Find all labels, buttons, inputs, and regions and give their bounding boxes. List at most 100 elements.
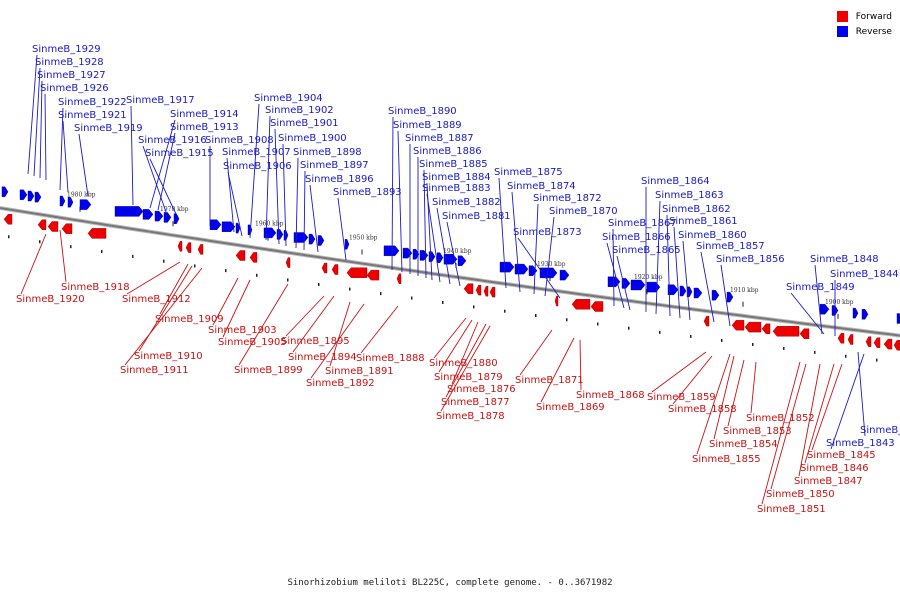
reverse-gene-arrow [711, 290, 720, 301]
reverse-gene-arrow [173, 213, 180, 224]
reverse-gene-arrow [209, 219, 222, 230]
feature-mark [132, 254, 134, 258]
reverse-gene-arrow [163, 212, 172, 223]
feature-mark [504, 309, 506, 313]
forward-gene-label: SinmeB_1858 [668, 404, 737, 415]
forward-gene-arrow [47, 221, 59, 232]
reverse-gene-label: SinmeB_1906 [223, 161, 292, 172]
reverse-gene-leader [142, 145, 167, 213]
feature-mark [380, 292, 382, 296]
forward-gene-arrow [837, 333, 845, 344]
reverse-gene-label: SinmeB_1902 [265, 105, 334, 116]
forward-gene-label: SinmeB_1854 [709, 439, 778, 450]
reverse-gene-arrow [861, 309, 869, 320]
reverse-gene-arrow [383, 245, 400, 257]
forward-gene-label: SinmeB_1852 [746, 413, 815, 424]
reverse-gene-arrow [559, 269, 570, 281]
reverse-gene-arrow [154, 210, 164, 222]
forward-gene-arrow [873, 337, 881, 348]
reverse-gene-label: SinmeB_1889 [393, 120, 462, 131]
forward-gene-arrow [731, 320, 745, 331]
reverse-gene-label: SinmeB_1893 [333, 187, 402, 198]
forward-gene-arrow [3, 214, 13, 225]
reverse-gene-arrow [142, 209, 154, 220]
reverse-gene-leader [511, 191, 521, 293]
reverse-gene-arrow [19, 189, 28, 201]
tick-label: 1900 kbp [825, 299, 854, 306]
reverse-gene-leader [720, 264, 731, 327]
forward-gene-arrow [87, 228, 107, 239]
reverse-gene-label: SinmeB_1872 [533, 193, 602, 204]
forward-gene-label: SinmeB_1851 [757, 504, 826, 515]
forward-gene-leader [804, 363, 835, 464]
feature-mark [411, 296, 413, 300]
forward-gene-arrow [185, 242, 192, 253]
reverse-gene-leader [814, 264, 823, 335]
reverse-gene-arrow [412, 249, 420, 260]
reverse-gene-arrow [514, 263, 529, 275]
forward-gene-label: SinmeB_1871 [515, 375, 584, 386]
forward-gene-label: SinmeB_1909 [155, 314, 224, 325]
reverse-gene-leader [446, 221, 461, 287]
forward-gene-arrow [761, 323, 771, 334]
forward-gene-arrow [475, 284, 482, 296]
forward-gene-leader [360, 305, 399, 354]
reverse-gene-leader [33, 67, 41, 177]
forward-gene-leader [329, 301, 351, 367]
forward-gene-leader [126, 261, 181, 295]
forward-gene-leader [222, 279, 251, 338]
reverse-gene-leader [426, 193, 441, 283]
reverse-gene-arrow [1, 186, 9, 198]
forward-gene-label: SinmeB_1868 [576, 390, 645, 401]
forward-gene-leader [310, 303, 365, 379]
forward-gene-leader [292, 295, 335, 353]
reverse-gene-leader [130, 105, 134, 206]
legend-swatch-forward [836, 11, 848, 22]
reverse-gene-label: SinmeB_1857 [696, 241, 765, 252]
reverse-gene-label: SinmeB_1927 [37, 70, 106, 81]
feature-mark [101, 250, 103, 254]
reverse-gene-label: SinmeB_1856 [716, 254, 785, 265]
forward-gene-leader [285, 295, 325, 337]
reverse-gene-arrow [276, 229, 284, 240]
feature-mark [287, 278, 289, 282]
forward-gene-leader [438, 319, 473, 373]
reverse-gene-arrow [693, 287, 703, 299]
reverse-gene-leader [274, 128, 280, 245]
reverse-gene-arrow [67, 196, 74, 208]
reverse-gene-leader [149, 119, 176, 209]
genome-caption: Sinorhizobium meliloti BL225C, complete … [287, 578, 613, 588]
reverse-gene-label: SinmeB_1898 [293, 147, 362, 158]
forward-gene-label: SinmeB_1877 [441, 397, 510, 408]
forward-gene-leader [579, 339, 582, 391]
forward-gene-leader [672, 355, 713, 405]
reverse-gene-arrow [263, 227, 277, 239]
legend-swatch-reverse [836, 26, 848, 37]
reverse-gene-label: SinmeB_1873 [513, 227, 582, 238]
reverse-gene-label: SinmeB_1900 [278, 133, 347, 144]
forward-gene-label: SinmeB_1903 [208, 325, 277, 336]
forward-gene-arrow [61, 223, 73, 234]
feature-mark [225, 269, 227, 273]
reverse-gene-arrow [419, 250, 429, 261]
reverse-gene-arrow [308, 233, 316, 245]
reverse-gene-arrow [317, 235, 325, 246]
reverse-gene-leader [303, 170, 306, 251]
reverse-gene-leader [309, 184, 319, 253]
reverse-gene-leader [62, 120, 69, 193]
reverse-gene-label: SinmeB_1887 [405, 133, 474, 144]
legend-item-forward: Forward [836, 9, 892, 24]
forward-gene-label: SinmeB_1869 [536, 402, 605, 413]
legend-label-reverse: Reverse [855, 26, 892, 37]
reverse-gene-leader [606, 242, 625, 309]
forward-gene-arrow [37, 219, 47, 230]
legend-item-reverse: Reverse [836, 24, 892, 39]
tick-label: 1950 kbp [349, 234, 378, 241]
reverse-gene-leader [265, 115, 271, 241]
reverse-gene-leader [533, 203, 539, 295]
feature-mark [70, 245, 72, 249]
reverse-gene-label: SinmeB_1884 [422, 172, 491, 183]
reverse-gene-label: SinmeB_1908 [205, 135, 274, 146]
feature-mark [845, 354, 847, 358]
forward-gene-leader [540, 337, 575, 403]
